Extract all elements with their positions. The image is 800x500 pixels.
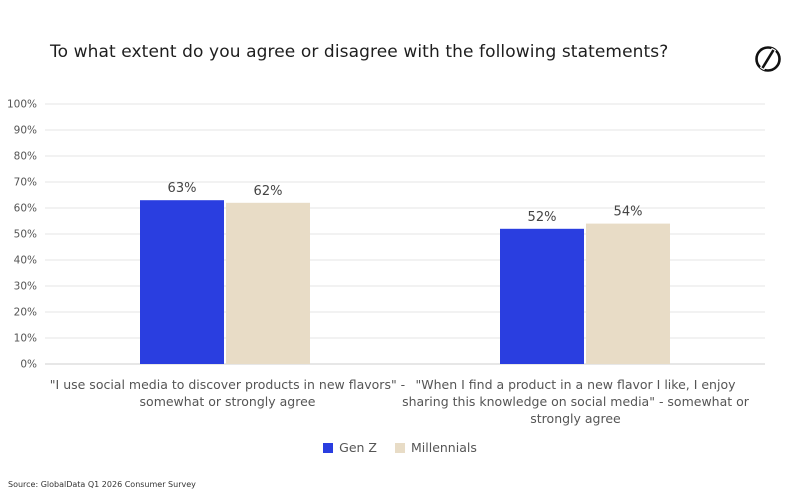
y-tick-label: 90% — [14, 125, 37, 137]
legend-item-gen-z: Gen Z — [323, 440, 377, 455]
legend-label-millennials: Millennials — [410, 440, 477, 455]
data-label: 63% — [168, 181, 197, 196]
data-label: 54% — [614, 205, 643, 220]
chart-title: To what extent do you agree or disagree … — [50, 42, 669, 62]
y-tick-label: 40% — [14, 255, 37, 267]
y-tick-label: 80% — [14, 151, 37, 163]
y-tick-label: 100% — [7, 99, 37, 111]
legend-swatch-gen-z — [323, 442, 334, 453]
source-note: Source: GlobalData Q1 2026 Consumer Surv… — [8, 480, 196, 489]
legend-label-gen-z: Gen Z — [339, 440, 377, 455]
y-tick-label: 50% — [14, 229, 37, 241]
y-tick-label: 60% — [14, 203, 37, 215]
globaldata-logo-icon — [755, 46, 781, 72]
y-tick-label: 70% — [14, 177, 37, 189]
bar-gen-z — [500, 228, 584, 364]
y-tick-label: 0% — [20, 359, 37, 371]
y-tick-label: 30% — [14, 281, 37, 293]
legend-item-millennials: Millennials — [394, 440, 477, 455]
bar-gen-z — [140, 200, 224, 364]
category-label-1: "I use social media to discover products… — [49, 377, 406, 409]
bar-millennials — [586, 223, 670, 364]
data-label: 52% — [528, 210, 557, 225]
category-label-2: "When I find a product in a new flavor I… — [402, 377, 749, 426]
bar-millennials — [226, 202, 310, 364]
y-tick-label: 20% — [14, 307, 37, 319]
legend-swatch-millennials — [394, 442, 405, 453]
y-tick-label: 10% — [14, 333, 37, 345]
chart-legend: Gen Z Millennials — [0, 440, 800, 455]
data-label: 62% — [254, 184, 283, 199]
